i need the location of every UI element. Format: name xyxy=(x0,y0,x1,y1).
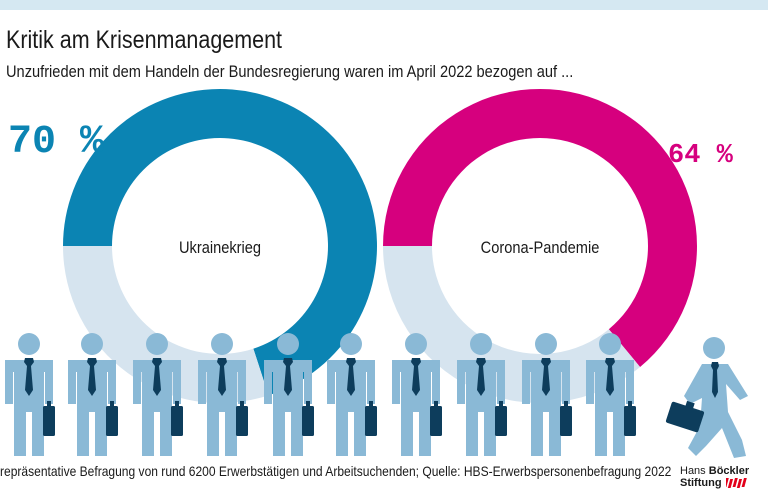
donut-label-ukrainekrieg: Ukrainekrieg xyxy=(178,238,262,257)
person-standing-icon xyxy=(68,333,118,456)
person-standing-icon xyxy=(198,333,248,456)
hans-boeckler-logo: Hans Böckler Stiftung xyxy=(680,465,766,489)
top-accent-bar xyxy=(0,0,768,10)
chart-title: Kritik am Krisenmanagement xyxy=(6,26,283,54)
value-label-ukrainekrieg: 70 % xyxy=(8,120,105,165)
donut-corona-pandemie xyxy=(383,89,698,403)
person-standing-icon xyxy=(586,333,636,456)
people-row xyxy=(5,333,748,458)
person-standing-icon xyxy=(522,333,572,456)
logo-text-stiftung: Stiftung xyxy=(680,477,722,489)
person-standing-icon xyxy=(264,333,314,456)
donut-segment-corona-pandemie-rest xyxy=(383,246,641,403)
person-standing-icon xyxy=(133,333,183,456)
logo-stripes-icon xyxy=(725,478,747,488)
donut-segment-ukrainekrieg-unzufrieden xyxy=(63,89,378,396)
logo-text-hans: Hans xyxy=(680,465,706,477)
person-standing-icon xyxy=(327,333,377,456)
chart-subtitle: Unzufrieden mit dem Handeln der Bundesre… xyxy=(6,62,574,81)
value-label-corona-pandemie: 64 % xyxy=(668,141,733,171)
logo-text-boeckler: Böckler xyxy=(708,465,750,477)
person-standing-icon xyxy=(457,333,507,456)
donut-label-corona-pandemie: Corona-Pandemie xyxy=(480,238,600,257)
person-standing-icon xyxy=(5,333,55,456)
source-footnote: repräsentative Befragung von rund 6200 E… xyxy=(0,463,672,479)
donut-segment-corona-pandemie-unzufrieden xyxy=(383,89,698,367)
person-walking-icon xyxy=(665,337,748,458)
person-standing-icon xyxy=(392,333,442,456)
logo-line-1: Hans Böckler xyxy=(680,465,766,477)
logo-line-2: Stiftung xyxy=(680,477,766,489)
